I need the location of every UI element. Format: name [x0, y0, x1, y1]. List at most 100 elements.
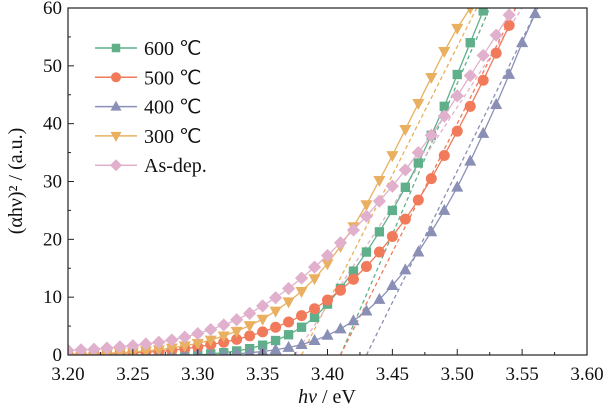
- data-point: [294, 271, 309, 285]
- data-point: [477, 126, 490, 138]
- data-point: [476, 48, 490, 63]
- data-point: [451, 125, 463, 137]
- x-tick-label: 3.20: [51, 364, 84, 385]
- data-point: [477, 74, 489, 86]
- data-point: [270, 321, 282, 333]
- data-point: [425, 73, 438, 84]
- data-point: [386, 151, 399, 163]
- series-500-: [68, 19, 515, 355]
- data-point: [270, 335, 281, 346]
- fit-line: [294, 8, 523, 355]
- data-point: [257, 326, 269, 338]
- data-point: [360, 261, 372, 273]
- data-series: [68, 8, 542, 355]
- data-point: [464, 154, 477, 166]
- data-point: [178, 341, 191, 353]
- data-point: [413, 158, 423, 168]
- x-tick-label: 3.60: [570, 364, 603, 385]
- data-point: [113, 340, 127, 354]
- data-point: [243, 306, 257, 320]
- data-point: [374, 227, 385, 237]
- data-point: [321, 328, 334, 340]
- legend-marker-icon: [110, 100, 122, 111]
- data-point: [450, 89, 464, 103]
- data-point: [139, 346, 152, 355]
- data-point: [359, 209, 374, 223]
- legend-marker-icon: [111, 72, 121, 83]
- data-point: [244, 330, 256, 342]
- data-point: [126, 339, 140, 353]
- legend-label: 400 ℃: [144, 97, 201, 119]
- legend-label: 500 ℃: [144, 67, 201, 89]
- data-point: [372, 194, 386, 208]
- data-point: [308, 274, 321, 286]
- y-tick-label: 0: [53, 345, 63, 366]
- data-point: [386, 279, 399, 290]
- data-point: [386, 230, 398, 242]
- data-point: [490, 47, 502, 59]
- series-as-dep-: [68, 8, 516, 355]
- y-tick-label: 10: [43, 287, 62, 308]
- data-point: [400, 182, 411, 192]
- data-point: [438, 149, 450, 161]
- y-tick-label: 60: [43, 0, 62, 19]
- data-point: [295, 337, 308, 349]
- x-tick-label: 3.45: [376, 364, 409, 385]
- data-point: [412, 194, 424, 206]
- data-point: [191, 339, 204, 351]
- data-point: [334, 322, 347, 334]
- data-point: [308, 333, 321, 345]
- data-point: [204, 322, 218, 337]
- data-point: [465, 38, 475, 48]
- data-point: [347, 273, 359, 285]
- x-tick-label: 3.30: [181, 364, 214, 385]
- data-point: [217, 318, 231, 332]
- data-point: [464, 100, 476, 112]
- data-point: [178, 330, 192, 344]
- data-point: [346, 223, 361, 237]
- data-point: [282, 340, 295, 352]
- data-point: [412, 99, 425, 111]
- data-point: [322, 294, 333, 306]
- data-point: [281, 281, 296, 296]
- data-point: [438, 203, 451, 215]
- data-point: [502, 8, 516, 22]
- data-point: [411, 145, 425, 160]
- legend-marker-icon: [111, 43, 121, 53]
- data-point: [230, 326, 243, 338]
- data-point: [207, 348, 215, 355]
- data-point: [466, 8, 474, 15]
- data-point: [361, 247, 372, 257]
- data-point: [412, 245, 425, 257]
- data-point: [243, 321, 256, 333]
- y-axis-label: (αhν)² / (a.u.): [5, 128, 27, 235]
- data-point: [282, 297, 295, 309]
- y-tick-label: 20: [43, 229, 62, 250]
- data-point: [256, 314, 269, 326]
- legend-label: 300 ℃: [144, 126, 201, 148]
- axes: 3.20 3.25 3.30 3.35 3.40 3.45 3.50 3.55 3.60 0 10 2…: [43, 0, 604, 385]
- data-point: [347, 314, 360, 326]
- data-point: [373, 175, 386, 187]
- data-point: [439, 101, 449, 111]
- data-point: [398, 163, 412, 177]
- data-point: [165, 343, 178, 355]
- data-point: [516, 36, 529, 48]
- x-axis-label: hν / eV: [298, 386, 356, 408]
- data-point: [463, 69, 477, 83]
- data-point: [231, 333, 243, 345]
- data-point: [269, 291, 283, 305]
- legend-label: As-dep.: [144, 155, 207, 177]
- data-point: [220, 348, 228, 355]
- x-tick-label: 3.50: [441, 364, 474, 385]
- x-tick-label: 3.35: [246, 364, 279, 385]
- data-point: [100, 341, 114, 355]
- data-point: [451, 23, 464, 35]
- data-point: [478, 8, 488, 16]
- data-point: [309, 312, 320, 323]
- data-point: [529, 8, 542, 19]
- data-point: [437, 109, 451, 123]
- data-point: [232, 347, 241, 355]
- data-point: [295, 286, 308, 298]
- data-point: [269, 343, 282, 355]
